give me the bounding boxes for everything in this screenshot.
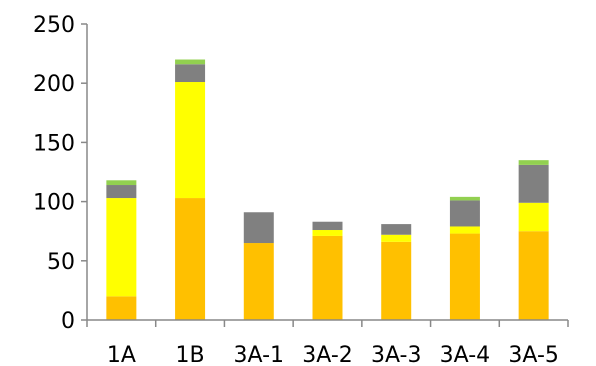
y-tick-label: 100 bbox=[33, 191, 75, 216]
y-tick-label: 150 bbox=[33, 131, 75, 156]
bar-segment bbox=[449, 196, 480, 201]
bar-segment bbox=[106, 198, 137, 297]
bar-segment bbox=[449, 233, 480, 320]
y-tick-label: 200 bbox=[33, 72, 75, 97]
bar-segment bbox=[381, 224, 412, 235]
y-axis-ticks: 0 50 100 150 200 250 bbox=[33, 13, 87, 334]
bar-segment bbox=[449, 226, 480, 234]
bar-segment bbox=[518, 164, 549, 203]
bar-segment bbox=[175, 198, 206, 320]
bar-segment bbox=[312, 230, 343, 236]
bar-segment bbox=[518, 202, 549, 232]
bar-segment bbox=[449, 200, 480, 227]
bar-segment bbox=[312, 221, 343, 231]
y-tick-label: 0 bbox=[61, 309, 75, 334]
y-tick-label: 50 bbox=[47, 250, 75, 275]
bar-segment bbox=[518, 231, 549, 320]
bar-segment bbox=[106, 296, 137, 320]
bar-segment bbox=[381, 234, 412, 242]
bar-segment bbox=[175, 82, 206, 199]
bar-segment bbox=[106, 180, 137, 186]
x-tick-label: 3A-1 bbox=[234, 343, 285, 366]
bar-stacks bbox=[106, 59, 549, 320]
x-axis-labels: 1A 1B 3A-1 3A-2 3A-3 3A-4 3A-5 bbox=[107, 343, 559, 366]
x-tick-label: 3A-3 bbox=[371, 343, 422, 366]
bar-segment bbox=[175, 59, 206, 65]
bar-segment bbox=[381, 241, 412, 320]
bar-segment bbox=[106, 185, 137, 199]
bar-segment bbox=[312, 235, 343, 320]
bar-segment bbox=[175, 64, 206, 83]
x-tick-label: 3A-5 bbox=[508, 343, 559, 366]
x-tick-label: 1A bbox=[107, 343, 136, 366]
bar-segment bbox=[243, 243, 274, 320]
x-tick-label: 1B bbox=[176, 343, 205, 366]
x-tick-label: 3A-4 bbox=[440, 343, 491, 366]
axes bbox=[86, 24, 569, 327]
bar-segment bbox=[243, 212, 274, 244]
x-tick-label: 3A-2 bbox=[302, 343, 353, 366]
bar-segment bbox=[518, 160, 549, 165]
y-tick-label: 250 bbox=[33, 13, 75, 38]
